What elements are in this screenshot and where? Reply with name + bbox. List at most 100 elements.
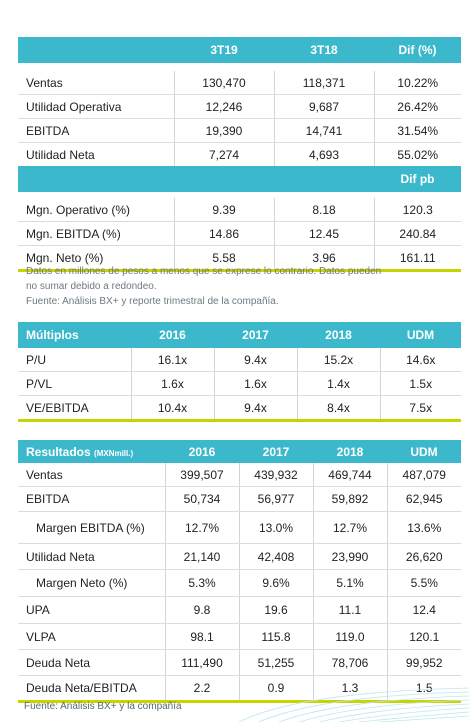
row-label: Utilidad Neta	[26, 147, 95, 162]
cell-value: 51,255	[238, 649, 313, 676]
cell-value: 7.5x	[379, 395, 461, 421]
cell-value: 439,932	[238, 463, 313, 487]
cell-value: 55.02%	[373, 142, 461, 166]
cell-value: 5.58	[173, 245, 274, 271]
cell-value: 111,490	[164, 649, 239, 676]
row-label: Mgn. EBITDA (%)	[18, 221, 174, 246]
footer-source: Fuente: Análisis BX+ y la compañía	[24, 701, 182, 712]
row-label: Utilidad Neta	[18, 543, 165, 570]
cell-value: 9,687	[273, 94, 374, 119]
cell-value: 11.1	[312, 596, 387, 624]
cell-value: 19.6	[238, 596, 313, 624]
results-unit: (MXNmill.)	[94, 448, 134, 458]
cell-value: 62,945	[386, 486, 461, 512]
cell-value: 78,706	[312, 649, 387, 676]
cell-value: 8.4x	[296, 395, 380, 421]
row-label: Ventas	[18, 463, 165, 487]
multiples-table: Múltiplos 2016 2017 2018 UDM P/U 16.1x 9…	[18, 322, 461, 422]
table-header-row: Resultados (MXNmill.) 2016 2017 2018 UDM	[18, 440, 461, 463]
table-row: UPA 9.8 19.6 11.1 12.4	[18, 596, 461, 624]
table-row: EBITDA 50,734 56,977 59,892 62,945	[18, 486, 461, 512]
row-label: VLPA	[18, 623, 165, 650]
table-row: Margen Neto (%) 5.3% 9.6% 5.1% 5.5%	[18, 569, 461, 597]
sub-header-blank	[18, 166, 174, 192]
cell-value: 1.5x	[379, 371, 461, 396]
cell-value: 15.2x	[296, 348, 380, 372]
cell-value: 14,741	[273, 118, 374, 143]
cell-value: 13.0%	[238, 511, 313, 544]
row-label: P/VL	[18, 371, 131, 396]
table-row: VE/EBITDA 10.4x 9.4x 8.4x 7.5x	[18, 395, 461, 421]
row-label: Deuda Neta	[18, 649, 165, 676]
results-table: Resultados (MXNmill.) 2016 2017 2018 UDM…	[18, 440, 461, 703]
table-row: Utilidad Operativa 12,246 9,687 26.42%	[18, 94, 461, 119]
header-2018: 2018	[325, 328, 352, 342]
table-row: Deuda Neta/EBITDA 2.2 0.9 1.3 1.5	[18, 675, 461, 702]
row-label: Deuda Neta/EBITDA	[26, 681, 137, 695]
table-row: Margen EBITDA (%) 12.7% 13.0% 12.7% 13.6…	[18, 511, 461, 544]
header-2017: 2017	[262, 444, 290, 459]
cell-value: 130,470	[173, 71, 274, 95]
table-notes: Datos en millones de pesos a menos que s…	[26, 264, 446, 309]
cell-value: 14.86	[173, 221, 274, 246]
cell-value: 9.39	[173, 198, 274, 222]
cell-value: 2.2	[164, 675, 239, 702]
table-row: Mgn. EBITDA (%) 14.86 12.45 240.84	[18, 221, 461, 246]
cell-value: 19,390	[173, 118, 274, 143]
cell-value: 16.1x	[130, 348, 214, 372]
row-label: UPA	[18, 596, 165, 624]
cell-value: 14.6x	[379, 348, 461, 372]
cell-value: 12.7%	[312, 511, 387, 544]
decorative-line-pattern	[239, 687, 469, 722]
cell-value: 12.45	[273, 221, 374, 246]
header-blank	[18, 37, 174, 63]
cell-value: 119.0	[312, 623, 387, 650]
header-2017: 2017	[242, 328, 269, 342]
multiples-title: Múltiplos	[26, 328, 79, 342]
table-header-row: 3T19 3T18 Dif (%)	[18, 37, 461, 63]
cell-value: 26.42%	[373, 94, 461, 119]
cell-value: 9.4x	[213, 395, 297, 421]
row-label: Utilidad Operativa	[18, 94, 174, 119]
row-label: Ventas	[18, 71, 174, 95]
sub-header-blank	[174, 166, 274, 192]
cell-value: 7,274	[173, 142, 274, 166]
results-title-text: Resultados	[26, 444, 91, 459]
cell-value: 12,246	[173, 94, 274, 119]
cell-value: 9.8	[164, 596, 239, 624]
sub-header-row: Dif pb	[18, 166, 461, 192]
cell-value: 26,620	[386, 543, 461, 570]
sub-header-blank	[274, 166, 374, 192]
header-2018: 2018	[336, 444, 364, 459]
cell-value: 118,371	[273, 71, 374, 95]
cell-value: 161.11	[373, 245, 461, 271]
cell-value: 12.7%	[164, 511, 239, 544]
cell-value: 23,990	[312, 543, 387, 570]
cell-value: 120.1	[386, 623, 461, 650]
cell-value: 9.4x	[213, 348, 297, 372]
table-row: Utilidad Neta 7,274 4,693 55.02%	[18, 142, 461, 166]
header-dif: Dif (%)	[398, 43, 437, 57]
cell-value: 56,977	[238, 486, 313, 512]
cell-value: 42,408	[238, 543, 313, 570]
table-row: P/VL 1.6x 1.6x 1.4x 1.5x	[18, 371, 461, 396]
cell-value: 98.1	[164, 623, 239, 650]
table-row: VLPA 98.1 115.8 119.0 120.1	[18, 623, 461, 650]
header-3t19: 3T19	[210, 43, 238, 57]
header-dif-pb: Dif pb	[400, 172, 435, 186]
cell-value: 13.6%	[386, 511, 461, 544]
cell-value: 10.4x	[130, 395, 214, 421]
results-title: Resultados (MXNmill.)	[18, 440, 165, 463]
header-udm: UDM	[406, 328, 435, 342]
cell-value: 487,079	[386, 463, 461, 487]
quarterly-results-table: 3T19 3T18 Dif (%) Ventas 130,470 118,371…	[18, 37, 461, 272]
cell-value: 50,734	[164, 486, 239, 512]
row-label: EBITDA	[18, 486, 165, 512]
row-label: P/U	[18, 348, 131, 372]
header-3t18: 3T18	[310, 43, 338, 57]
table-row: Mgn. Operativo (%) 9.39 8.18 120.3	[18, 198, 461, 222]
table-row: Deuda Neta 111,490 51,255 78,706 99,952	[18, 649, 461, 676]
cell-value: 0.9	[238, 675, 313, 702]
cell-value: 5.3%	[164, 569, 239, 597]
table-row: Ventas 399,507 439,932 469,744 487,079	[18, 463, 461, 487]
